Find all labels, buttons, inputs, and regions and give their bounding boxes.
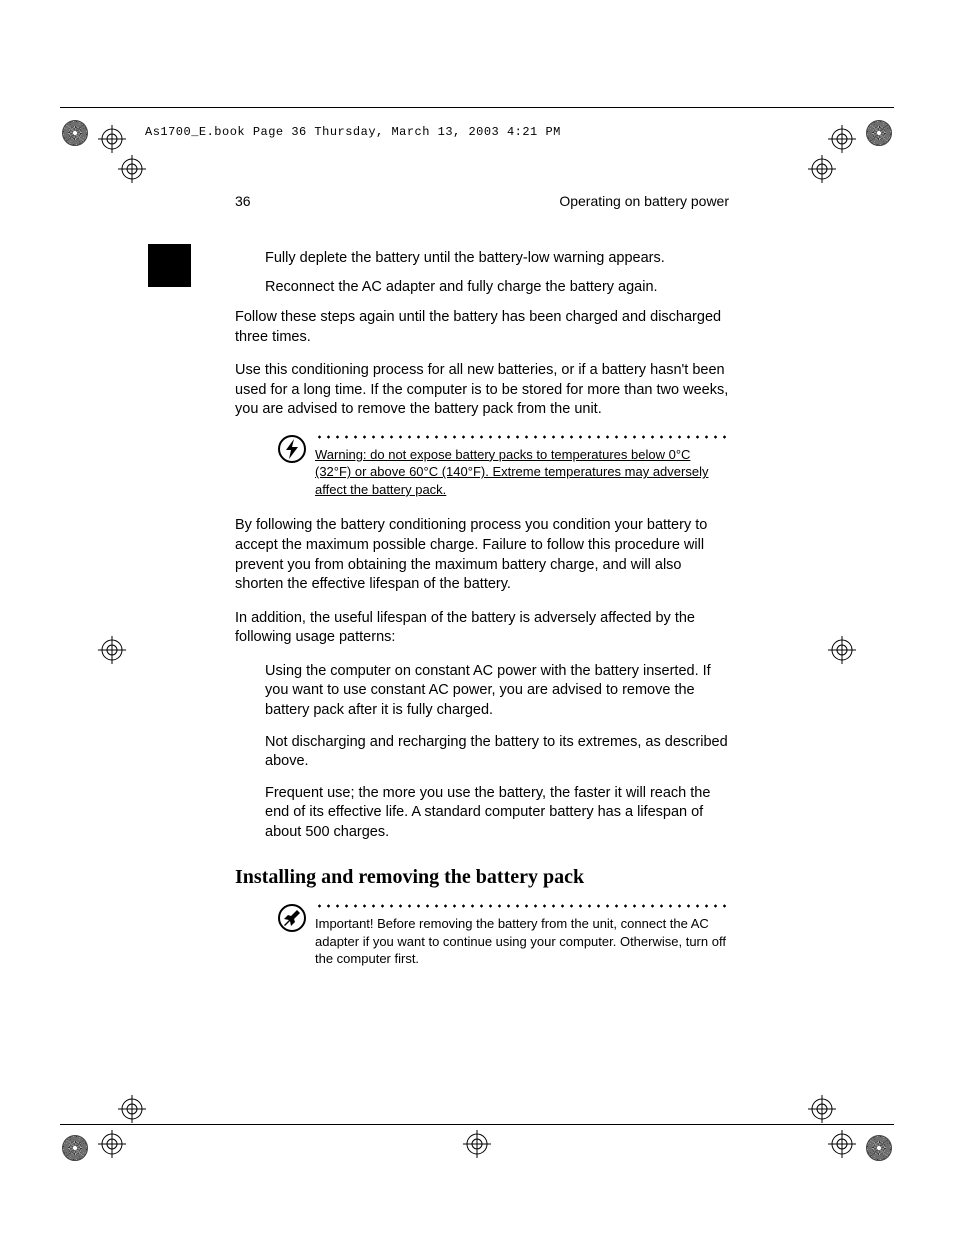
crop-mark-icon — [828, 636, 856, 664]
frame-header-text: As1700_E.book Page 36 Thursday, March 13… — [145, 125, 561, 139]
page-content: 36 Operating on battery power Fully depl… — [235, 192, 729, 986]
page-header: 36 Operating on battery power — [235, 192, 729, 211]
list-item: Not discharging and recharging the batte… — [265, 733, 729, 772]
page-number: 36 — [235, 192, 251, 211]
body-text: Fully deplete the battery until the batt… — [265, 249, 729, 269]
warning-text: Warning: do not expose battery packs to … — [315, 447, 708, 497]
section-tab — [148, 244, 191, 287]
warning-callout: Warning: do not expose battery packs to … — [277, 434, 729, 499]
crop-mark-icon — [808, 1095, 836, 1123]
heading: Installing and removing the battery pack — [235, 864, 729, 891]
crop-line-lower — [60, 1124, 894, 1125]
crop-mark-icon — [828, 1130, 856, 1158]
lightning-icon — [277, 434, 307, 464]
important-callout: Important! Before removing the battery f… — [277, 903, 729, 968]
crop-line-top — [60, 107, 894, 108]
crop-mark-icon — [98, 1130, 126, 1158]
important-text: Important! Before removing the battery f… — [315, 916, 726, 966]
section-title: Operating on battery power — [559, 192, 729, 211]
list-item: Using the computer on constant AC power … — [265, 662, 729, 721]
crop-mark-icon — [828, 125, 856, 153]
crop-mark-icon — [118, 155, 146, 183]
crop-mark-icon — [118, 1095, 146, 1123]
crop-mark-icon — [463, 1130, 491, 1158]
registration-ball-tl — [62, 120, 88, 146]
registration-ball-tr — [866, 120, 892, 146]
body-text: Use this conditioning process for all ne… — [235, 361, 729, 420]
body-text: Follow these steps again until the batte… — [235, 308, 729, 347]
body-text: Reconnect the AC adapter and fully charg… — [265, 278, 729, 298]
crop-mark-icon — [98, 125, 126, 153]
crop-mark-icon — [808, 155, 836, 183]
pin-icon — [277, 903, 307, 933]
body-text: By following the battery conditioning pr… — [235, 516, 729, 594]
registration-ball-br — [866, 1135, 892, 1161]
body-text: In addition, the useful lifespan of the … — [235, 609, 729, 648]
crop-mark-icon — [98, 636, 126, 664]
dotted-rule — [315, 434, 729, 440]
list-item: Frequent use; the more you use the batte… — [265, 784, 729, 843]
registration-ball-bl — [62, 1135, 88, 1161]
dotted-rule — [315, 903, 729, 909]
